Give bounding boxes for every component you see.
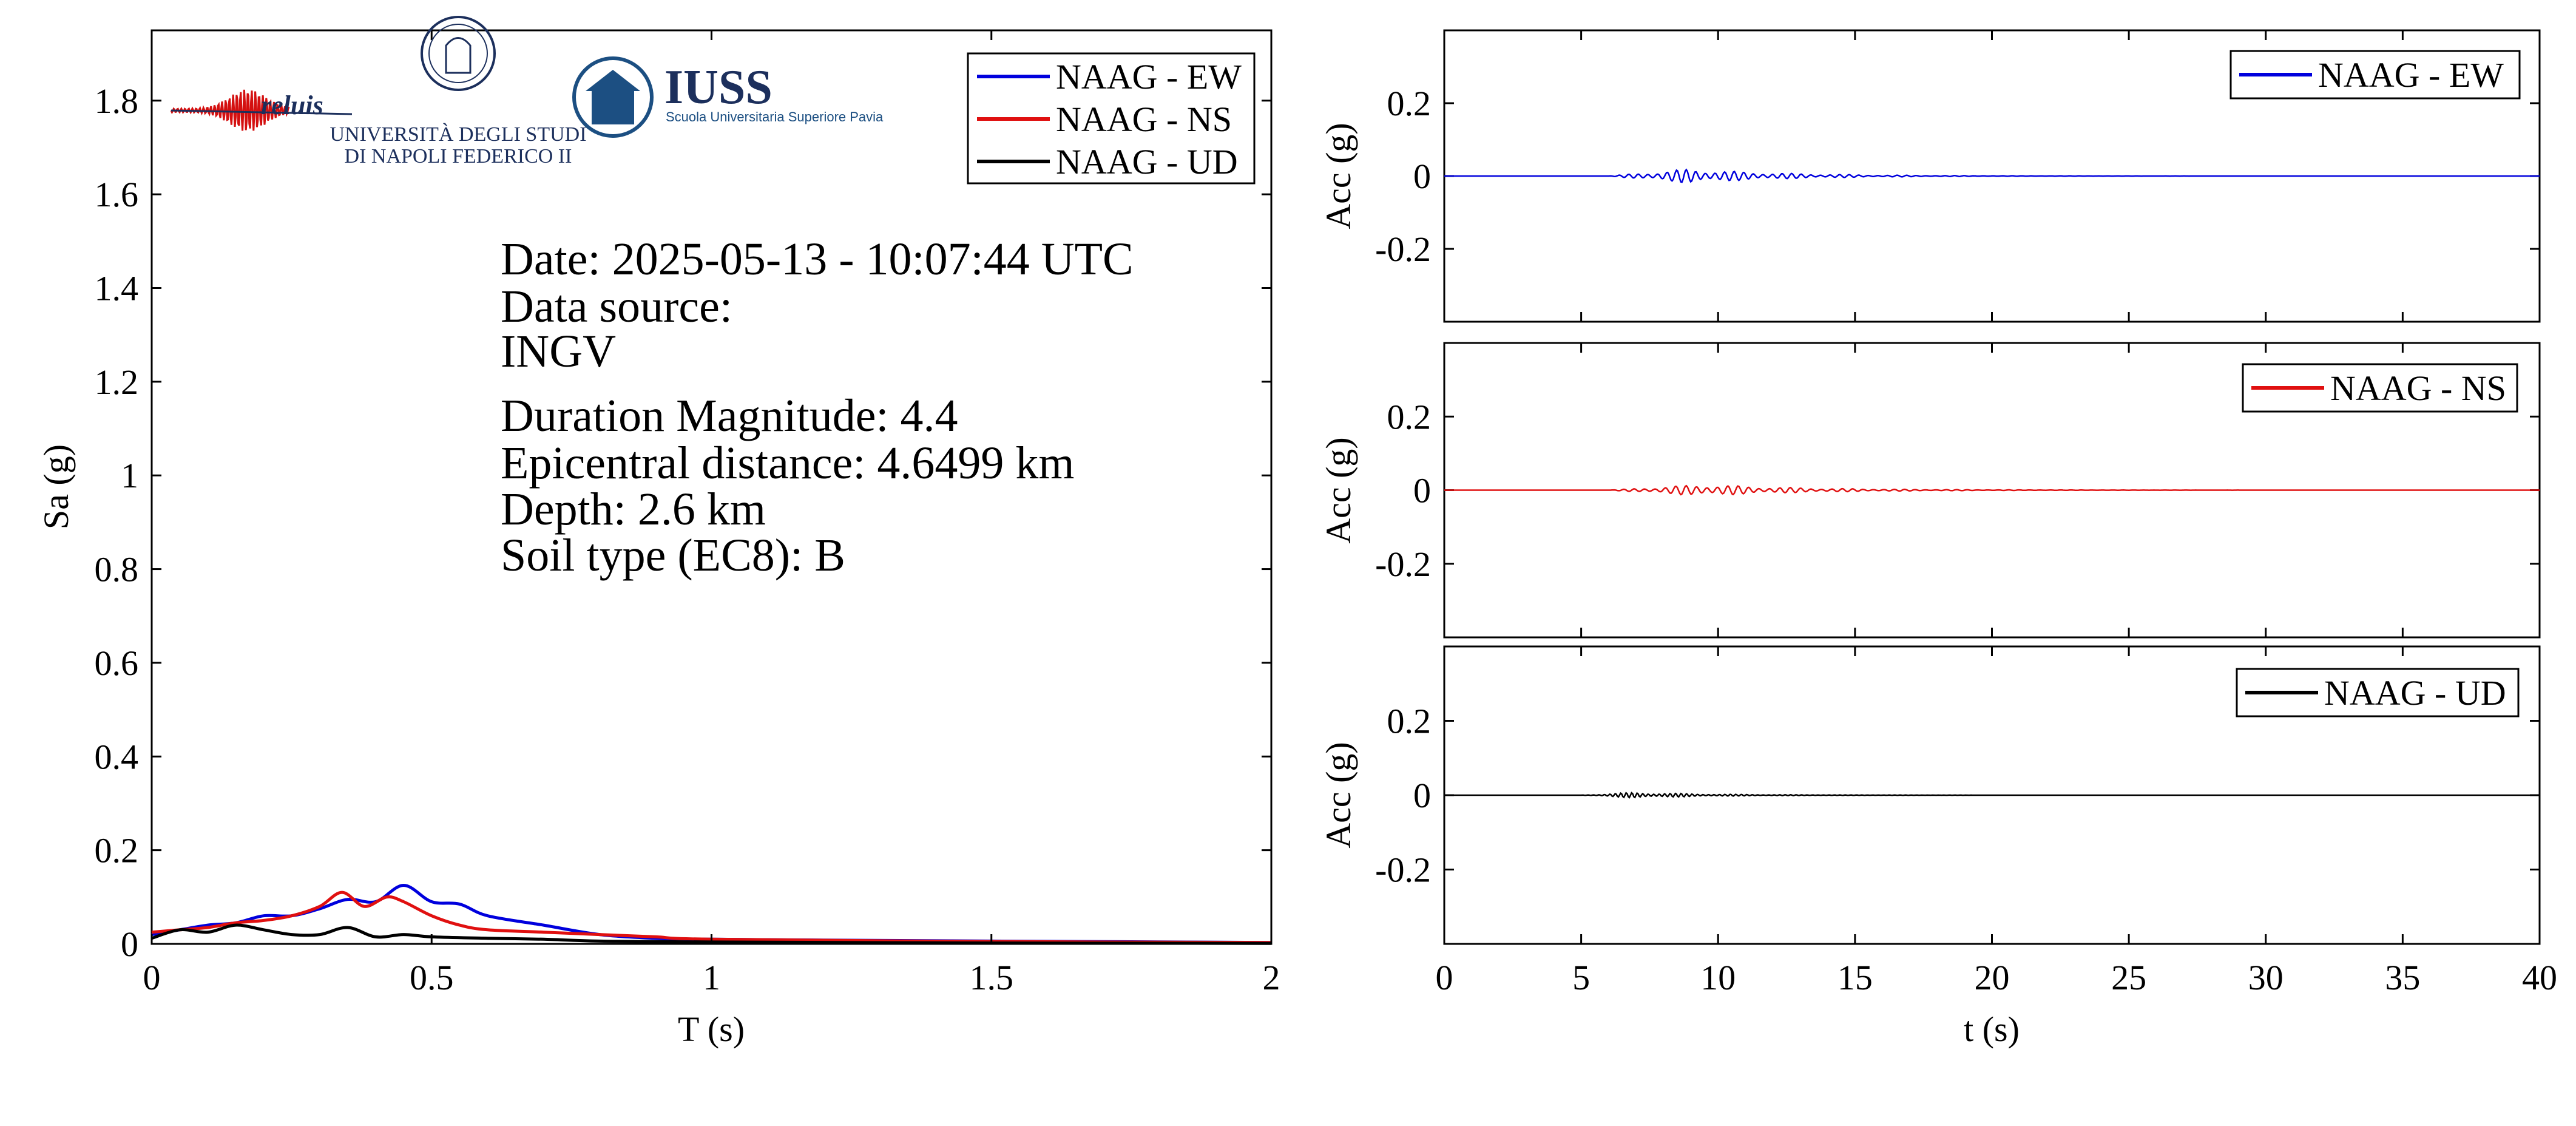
event-date: Date: 2025-05-13 - 10:07:44 UTC — [501, 234, 1134, 285]
unina-logo: UNIVERSITÀ DEGLI STUDI DI NAPOLI FEDERIC… — [330, 16, 587, 168]
spectrum-ytick-label: 0.8 — [95, 550, 139, 589]
spectrum-xtick-label: 2 — [1263, 958, 1280, 997]
spectrum-legend: NAAG - EW NAAG - NS NAAG - UD — [967, 52, 1256, 185]
legend-ns-label: NAAG - NS — [1056, 100, 1232, 139]
svg-text:UNIVERSITÀ DEGLI STUDI: UNIVERSITÀ DEGLI STUDI — [330, 123, 586, 146]
data-source-label: Data source: — [501, 281, 732, 332]
svg-text:NAAG - UD: NAAG - UD — [2324, 673, 2506, 713]
acc-ew-legend: NAAG - EW — [2229, 50, 2521, 100]
acc-xtick-label: 25 — [2111, 958, 2146, 997]
event-depth: Depth: 2.6 km — [501, 484, 766, 535]
spectrum-ytick-label: 0.4 — [95, 737, 139, 776]
acc-xtick-label: 0 — [1436, 958, 1453, 997]
spectrum-xtick-label: 1 — [703, 958, 720, 997]
spectrum-xlabel: T (s) — [678, 1009, 745, 1049]
legend-ud-label: NAAG - UD — [1056, 142, 1238, 181]
acc-series-naag-ns — [1444, 484, 2540, 496]
acc-xtick-label: 35 — [2385, 958, 2420, 997]
acc-series-naag-ew — [1444, 168, 2540, 183]
svg-text:IUSS: IUSS — [664, 61, 772, 114]
event-info: Date: 2025-05-13 - 10:07:44 UTC Data sou… — [501, 234, 1134, 581]
acc-ytick-label: 0 — [1413, 157, 1431, 196]
spectrum-ytick-label: 1 — [121, 456, 138, 495]
acc-xtick-label: 10 — [1700, 958, 1736, 997]
spectrum-ytick-label: 1.6 — [95, 175, 139, 214]
spectrum-ytick-label: 1.4 — [95, 268, 139, 308]
spectrum-xtick-label: 1.5 — [970, 958, 1014, 997]
epicentral-distance: Epicentral distance: 4.6499 km — [501, 438, 1075, 489]
acc-ytick-label: -0.2 — [1375, 544, 1431, 584]
svg-text:DI NAPOLI FEDERICO II: DI NAPOLI FEDERICO II — [345, 145, 572, 168]
spectrum-series-naag-ns — [151, 890, 1272, 945]
acc-ud-ylabel: Acc (g) — [1319, 742, 1358, 849]
legend-ew-label: NAAG - EW — [1056, 57, 1242, 97]
acc-ytick-label: 0.2 — [1387, 84, 1432, 123]
reluis-logo: reluis — [170, 89, 353, 131]
spectrum-plot: 0 0.2 0.4 0.6 0.8 1 1.2 1.4 1.6 1.8 0 0.5 1 1.5 2 T (s… — [36, 16, 1280, 1049]
acc-xtick-label: 5 — [1572, 958, 1590, 997]
acc-xtick-label: 15 — [1837, 958, 1873, 997]
acc-ns-legend: NAAG - NS — [2242, 363, 2518, 413]
svg-text:NAAG - NS: NAAG - NS — [2330, 368, 2506, 408]
acc-plot-ns: -0.2 0 0.2 Acc (g) NAAG - NS — [1319, 342, 2541, 639]
acc-xtick-label: 40 — [2522, 958, 2557, 997]
spectrum-ylabel: Sa (g) — [36, 444, 76, 529]
acc-plot-ew: -0.2 0 0.2 Acc (g) NAAG - EW — [1319, 29, 2541, 323]
svg-text:NAAG - EW: NAAG - EW — [2318, 55, 2504, 95]
svg-text:reluis: reluis — [261, 90, 323, 120]
spectrum-ytick-label: 0 — [121, 924, 138, 964]
event-magnitude: Duration Magnitude: 4.4 — [501, 390, 958, 441]
acc-xtick-label: 20 — [1975, 958, 2010, 997]
acc-ytick-label: 0 — [1413, 471, 1431, 510]
acc-ytick-label: 0.2 — [1387, 702, 1432, 741]
acc-ytick-label: 0.2 — [1387, 397, 1432, 436]
acc-ud-legend: NAAG - UD — [2236, 668, 2520, 717]
acc-xtick-label: 30 — [2248, 958, 2284, 997]
acc-ytick-label: -0.2 — [1375, 850, 1431, 890]
soil-type: Soil type (EC8): B — [501, 530, 845, 581]
acc-series-naag-ud — [1444, 792, 2540, 799]
data-source: INGV — [501, 326, 616, 377]
acc-ud-xlabel: t (s) — [1964, 1009, 2020, 1049]
spectrum-xtick-label: 0 — [143, 958, 161, 997]
acc-ytick-label: -0.2 — [1375, 229, 1431, 269]
spectrum-xtick-label: 0.5 — [410, 958, 454, 997]
spectrum-ytick-label: 0.6 — [95, 643, 139, 683]
spectrum-ytick-label: 1.8 — [95, 81, 139, 121]
acc-ew-ylabel: Acc (g) — [1319, 123, 1358, 229]
acc-ytick-label: 0 — [1413, 776, 1431, 815]
svg-text:Scuola Universitaria Superiore: Scuola Universitaria Superiore Pavia — [666, 109, 884, 124]
spectrum-ytick-label: 0.2 — [95, 831, 139, 870]
acc-plot-ud: -0.2 0 0.2 0 5 10 15 20 25 30 35 40 Acc (g) t (s) N… — [1319, 645, 2557, 1049]
iuss-logo: IUSS Scuola Universitaria Superiore Pavi… — [572, 56, 884, 138]
spectrum-ytick-label: 1.2 — [95, 362, 139, 402]
acc-ns-ylabel: Acc (g) — [1319, 437, 1358, 544]
